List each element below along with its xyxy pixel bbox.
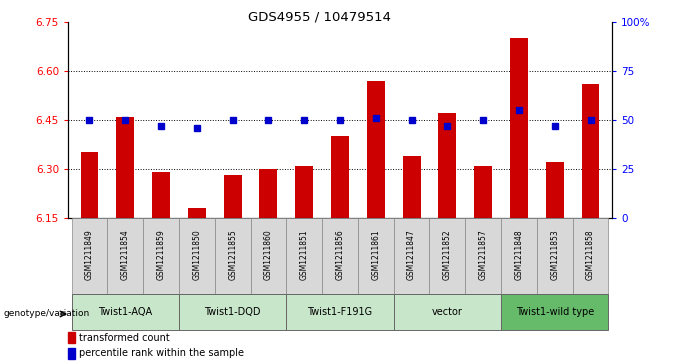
Bar [116, 117, 134, 218]
Text: Twist1-AQA: Twist1-AQA [98, 307, 152, 317]
Bar [474, 166, 492, 218]
Bar [71, 294, 179, 330]
Bar [143, 218, 179, 294]
Text: GDS4955 / 10479514: GDS4955 / 10479514 [248, 11, 391, 24]
Bar [71, 218, 107, 294]
Text: GSM1211856: GSM1211856 [335, 229, 345, 280]
Text: transformed count: transformed count [79, 333, 170, 343]
Text: GSM1211850: GSM1211850 [192, 229, 201, 280]
Bar [260, 169, 277, 218]
Bar [430, 218, 465, 294]
Bar [331, 136, 349, 218]
Text: GSM1211858: GSM1211858 [586, 229, 595, 280]
Text: vector: vector [432, 307, 463, 317]
Text: GSM1211857: GSM1211857 [479, 229, 488, 280]
Bar [367, 81, 385, 218]
Text: GSM1211848: GSM1211848 [515, 229, 524, 280]
Bar [403, 156, 420, 218]
Text: GSM1211852: GSM1211852 [443, 229, 452, 280]
Text: GSM1211860: GSM1211860 [264, 229, 273, 280]
Bar [188, 208, 206, 218]
Bar [537, 218, 573, 294]
Text: GSM1211861: GSM1211861 [371, 229, 380, 280]
Text: Twist1-wild type: Twist1-wild type [515, 307, 594, 317]
Bar [107, 218, 143, 294]
Bar [224, 175, 241, 218]
Bar [358, 218, 394, 294]
Bar [322, 218, 358, 294]
Bar [286, 294, 394, 330]
Text: GSM1211853: GSM1211853 [550, 229, 559, 280]
Bar [394, 218, 430, 294]
Bar [510, 38, 528, 218]
Bar [68, 333, 75, 343]
Bar [215, 218, 250, 294]
Bar [68, 348, 75, 359]
Bar [501, 294, 609, 330]
Text: GSM1211849: GSM1211849 [85, 229, 94, 280]
Bar [573, 218, 609, 294]
Text: percentile rank within the sample: percentile rank within the sample [79, 348, 244, 359]
Bar [581, 84, 600, 218]
Text: genotype/variation: genotype/variation [3, 310, 90, 318]
Text: GSM1211859: GSM1211859 [156, 229, 165, 280]
Bar [179, 294, 286, 330]
Bar [80, 152, 99, 218]
Bar [394, 294, 501, 330]
Bar [465, 218, 501, 294]
Bar [295, 166, 313, 218]
Bar [501, 218, 537, 294]
Text: Twist1-F191G: Twist1-F191G [307, 307, 373, 317]
Text: Twist1-DQD: Twist1-DQD [205, 307, 261, 317]
Bar [152, 172, 170, 218]
Bar [546, 162, 564, 218]
Bar [439, 113, 456, 218]
Bar [179, 218, 215, 294]
Text: GSM1211847: GSM1211847 [407, 229, 416, 280]
Text: GSM1211855: GSM1211855 [228, 229, 237, 280]
Text: GSM1211851: GSM1211851 [300, 229, 309, 280]
Text: GSM1211854: GSM1211854 [121, 229, 130, 280]
Bar [286, 218, 322, 294]
Bar [250, 218, 286, 294]
